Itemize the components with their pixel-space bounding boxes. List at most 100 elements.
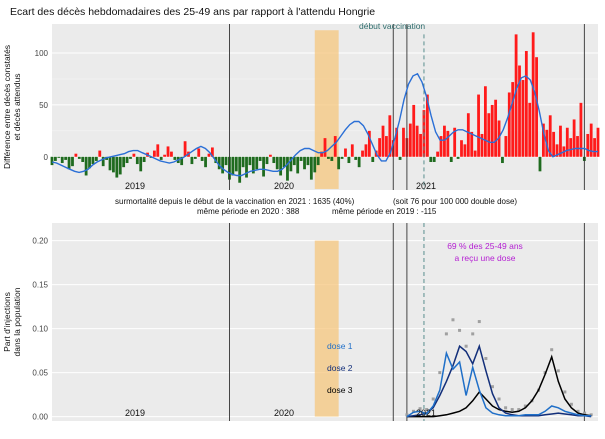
- top-title: Ecart des décès hebdomadaires des 25-49 …: [10, 6, 375, 18]
- top-bar: [463, 144, 467, 157]
- top-bar: [415, 125, 419, 157]
- bottom-ytick-label: 0.20: [32, 237, 48, 246]
- top-bar: [483, 86, 487, 157]
- bottom-ytick-label: 0.15: [32, 281, 48, 290]
- top-bar: [535, 57, 538, 157]
- top-shaded-period: [314, 30, 339, 189]
- bottom-total-point: [405, 413, 409, 417]
- bottom-y-ticks: 0.00 0.05 0.10 0.15 0.20: [32, 237, 48, 422]
- top-bar: [552, 131, 556, 157]
- annotation-2020: même période en 2020 : 388: [197, 207, 300, 216]
- top-bar: [170, 151, 173, 157]
- bottom-year-2021: 2021: [416, 408, 436, 418]
- bottom-dose-lines: [406, 343, 592, 418]
- top-bar: [108, 156, 112, 171]
- top-bar: [152, 150, 156, 157]
- top-bar: [74, 153, 78, 157]
- top-bar: [521, 80, 525, 157]
- top-bar: [282, 156, 286, 168]
- top-bar: [197, 148, 201, 157]
- top-bar: [330, 156, 334, 161]
- bottom-total-point: [490, 385, 494, 389]
- top-bar: [309, 156, 313, 180]
- top-bar: [507, 92, 511, 157]
- top-bar: [245, 156, 248, 178]
- top-bar: [490, 104, 494, 157]
- bottom-total-point: [411, 409, 415, 413]
- bottom-total-point: [444, 332, 448, 336]
- top-bar: [419, 133, 422, 157]
- top-bar: [327, 156, 330, 159]
- top-bar: [361, 150, 364, 157]
- top-bar: [579, 102, 583, 157]
- top-bar: [231, 156, 235, 176]
- top-year-2019: 2019: [125, 181, 145, 191]
- top-bar: [296, 156, 300, 174]
- top-bar: [200, 156, 204, 161]
- bottom-total-point: [451, 318, 455, 322]
- bottom-total-point: [569, 402, 573, 406]
- top-bar: [50, 156, 54, 166]
- top-bar: [238, 156, 242, 183]
- bottom-total-point: [431, 397, 435, 401]
- top-bar: [54, 156, 57, 161]
- top-bar: [596, 127, 600, 157]
- top-bar: [446, 130, 450, 157]
- top-bar: [125, 156, 129, 164]
- top-bar: [255, 156, 259, 170]
- top-bar: [81, 156, 85, 162]
- bottom-total-point: [497, 397, 501, 401]
- top-bar: [354, 156, 358, 160]
- top-bar: [477, 94, 480, 157]
- bottom-total-point: [523, 404, 527, 408]
- top-bar: [217, 156, 221, 170]
- top-bar: [398, 156, 402, 160]
- top-bar: [364, 144, 368, 157]
- top-trend-line: [51, 72, 598, 177]
- top-bar: [115, 156, 119, 178]
- top-bar: [402, 127, 405, 157]
- top-bar: [303, 156, 306, 170]
- bottom-total-point: [517, 408, 521, 412]
- legend-dose-1: dose 1: [327, 341, 353, 351]
- top-ytick-label: 50: [39, 101, 48, 110]
- top-bar: [487, 113, 491, 157]
- bottom-ytick-label: 0.10: [32, 325, 48, 334]
- top-bar: [572, 119, 576, 157]
- top-year-2020: 2020: [274, 181, 294, 191]
- top-bar: [91, 156, 95, 165]
- top-bar: [439, 136, 443, 157]
- bottom-total-point: [471, 332, 475, 336]
- top-bar: [279, 156, 283, 176]
- top-bar: [163, 154, 167, 157]
- top-bar: [323, 138, 327, 157]
- top-shade-rect: [314, 30, 339, 189]
- top-bar: [306, 156, 310, 166]
- top-bar: [112, 156, 115, 173]
- top-bar: [466, 113, 470, 157]
- bottom-total-point: [589, 413, 593, 417]
- top-bar: [569, 138, 573, 157]
- top-year-2021: 2021: [416, 181, 436, 191]
- top-bar: [436, 151, 440, 157]
- top-bar: [542, 123, 545, 157]
- top-bar: [77, 156, 81, 159]
- vaccination-note-line2: a reçu une dose: [455, 253, 516, 263]
- top-bar: [456, 156, 460, 159]
- top-bar: [262, 156, 265, 177]
- annotation-surmortalite: surmortalité depuis le début de la vacci…: [115, 197, 355, 206]
- top-ylabel-line2: et décès attendus: [12, 73, 22, 140]
- top-bar: [443, 125, 446, 157]
- bottom-ylabel-line1: Part d'injections: [2, 292, 12, 352]
- top-bar: [316, 156, 320, 166]
- top-bar: [514, 34, 518, 157]
- top-bar: [210, 147, 214, 157]
- top-bar: [524, 50, 528, 157]
- top-bar: [159, 156, 163, 160]
- bottom-year-2020: 2020: [274, 408, 294, 418]
- top-trend: [51, 72, 598, 177]
- top-bar: [57, 156, 61, 158]
- bottom-total-point: [563, 390, 567, 394]
- bottom-total-point: [464, 344, 468, 348]
- bottom-ylabel-line2: dans la population: [12, 287, 22, 356]
